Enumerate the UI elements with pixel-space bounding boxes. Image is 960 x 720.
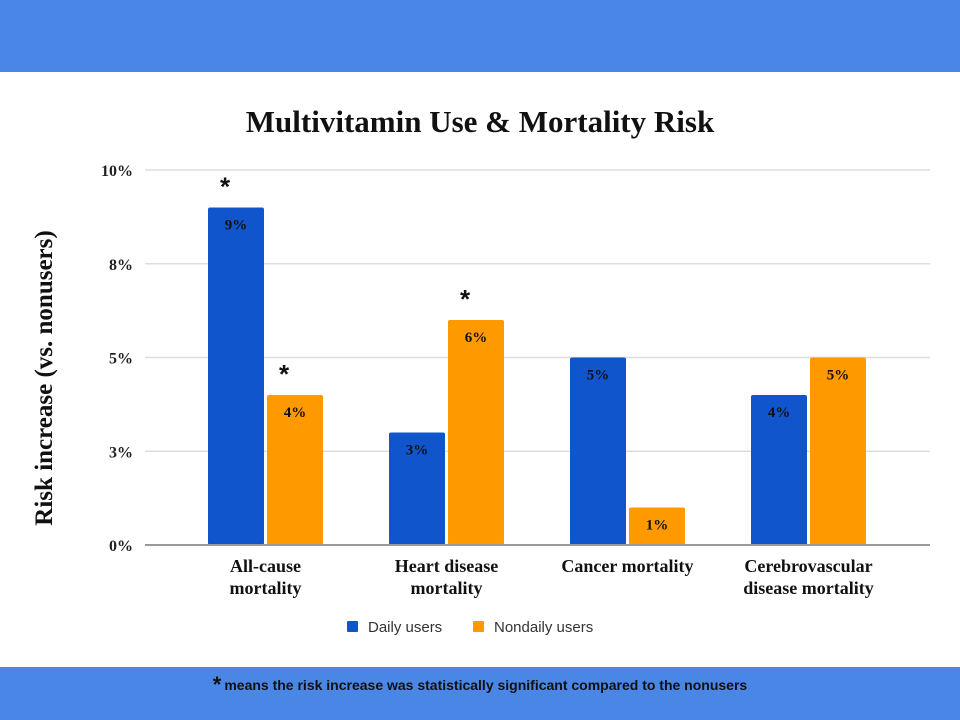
y-axis-ticks: 0% 3% 5% 8% 10% [101, 163, 133, 555]
data-label: 1% [646, 518, 669, 534]
bar-daily [570, 357, 626, 545]
x-category-label: mortality [411, 578, 483, 598]
y-axis-label: Risk increase (vs. nonusers) [31, 230, 58, 525]
legend-label: Daily users [368, 619, 442, 636]
legend-swatch [473, 621, 484, 632]
legend-label: Nondaily users [494, 619, 593, 636]
data-label: 3% [406, 443, 429, 459]
x-category-label: mortality [230, 578, 302, 598]
chart-title: Multivitamin Use & Mortality Risk [246, 104, 715, 139]
x-category-label: Cancer mortality [561, 556, 693, 576]
y-tick-label: 8% [109, 257, 133, 274]
x-category-label: All-cause [230, 556, 301, 576]
bar-daily [208, 207, 264, 545]
bar-nondaily [629, 507, 685, 545]
bar-daily [389, 432, 445, 545]
bar-daily [751, 395, 807, 545]
data-label: 4% [284, 405, 307, 421]
legend: Daily users Nondaily users [347, 619, 593, 636]
y-tick-label: 3% [109, 444, 133, 461]
y-tick-label: 0% [109, 538, 133, 555]
y-tick-label: 10% [101, 163, 133, 180]
footnote-text: means the risk increase was statisticall… [224, 677, 748, 693]
data-label: 5% [587, 368, 610, 384]
significance-star-icon: * [212, 672, 222, 697]
data-label: 4% [768, 405, 791, 421]
legend-swatch [347, 621, 358, 632]
significance-marker: * [460, 284, 471, 314]
x-category-label: Cerebrovascular [744, 556, 872, 576]
footnote: * means the risk increase was statistical… [0, 672, 960, 698]
bottom-banner [0, 667, 960, 720]
significance-marker: * [220, 172, 231, 202]
bar-nondaily [267, 395, 323, 545]
significance-marker: * [279, 359, 290, 389]
y-tick-label: 5% [109, 351, 133, 368]
data-label: 6% [465, 330, 488, 346]
x-category-label: disease mortality [743, 578, 873, 598]
top-banner [0, 0, 960, 72]
bar-nondaily [810, 357, 866, 545]
bar-nondaily [448, 320, 504, 545]
bars: 9% * 4% * 3% 6% * 5% 1% 4% 5% [208, 172, 866, 545]
data-label: 9% [225, 218, 248, 234]
x-category-label: Heart disease [395, 556, 498, 576]
data-label: 5% [827, 368, 850, 384]
